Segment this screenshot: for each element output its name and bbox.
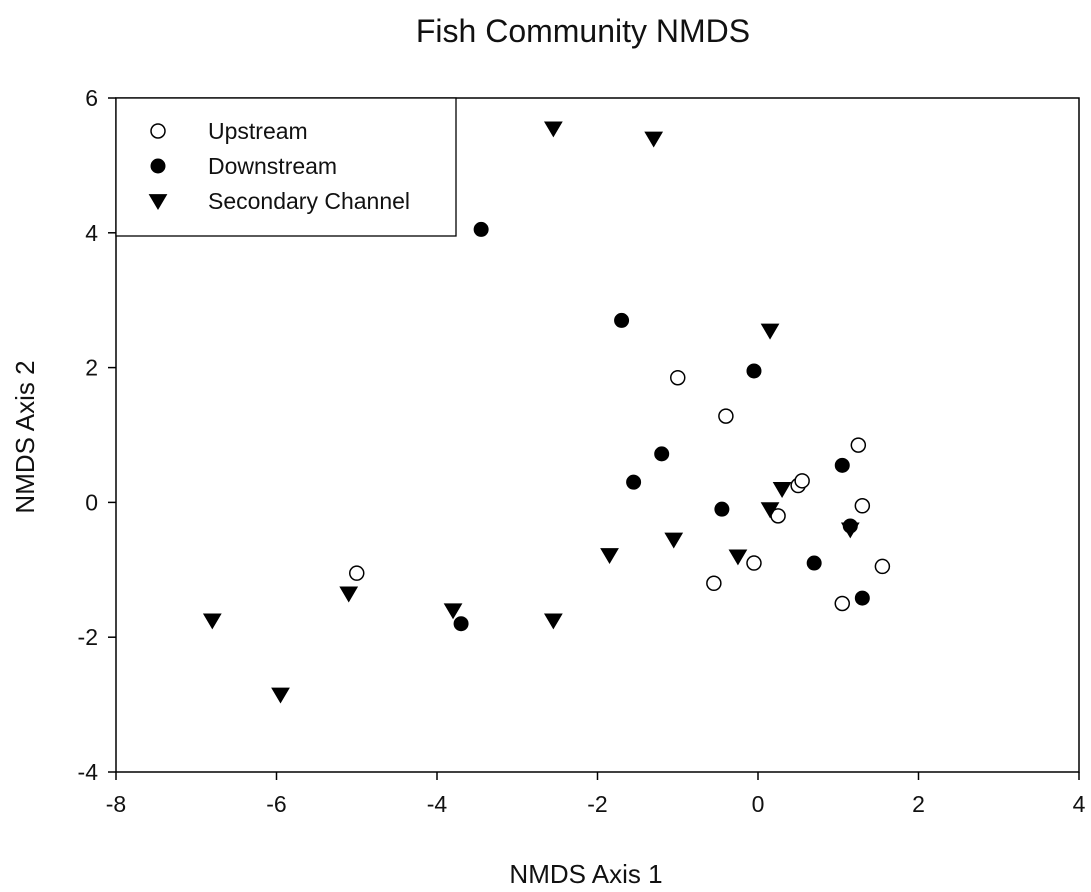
upstream-point [718,408,734,424]
upstream-point [854,498,871,514]
upstream-point [746,555,762,571]
downstream-point [473,221,489,237]
legend-marker-downstream [150,158,166,174]
secondary-channel-point [339,586,359,603]
secondary-channel-point [644,131,664,148]
x-tick-label: 0 [752,791,765,817]
upstream-point [349,565,365,581]
downstream-point [834,457,850,473]
x-tick-label: 2 [912,791,925,817]
secondary-channel-point [202,613,222,630]
secondary-channel-point [664,532,684,549]
secondary-channel-point [543,613,563,630]
y-tick-label: 0 [85,489,98,515]
legend-label-downstream: Downstream [208,153,337,179]
downstream-point [854,590,870,606]
secondary-channel-point [443,603,463,620]
downstream-point [714,501,730,517]
secondary-channel-point [772,482,792,498]
legend-marker-upstream [150,123,166,139]
downstream-point [654,446,670,462]
y-axis: -4 -2 0 2 4 6 [78,85,116,785]
downstream-point [626,474,642,490]
upstream-point [670,369,686,386]
legend-marker-secondary-channel [148,194,168,211]
chart-title: Fish Community NMDS [416,13,750,49]
downstream-point [453,616,469,632]
y-axis-label: NMDS Axis 2 [10,360,40,513]
secondary-channel-point [271,687,290,704]
secondary-channel-point [760,502,780,519]
downstream-point [806,555,822,571]
y-tick-label: 4 [85,220,98,246]
legend-label-secondary-channel: Secondary Channel [208,188,410,214]
secondary-channel-point [840,522,860,539]
upstream-point [706,575,722,592]
y-tick-label: -2 [78,624,98,650]
upstream-point [874,558,891,575]
y-tick-label: 6 [85,85,98,111]
secondary-channel-point [728,549,748,566]
x-axis-label: NMDS Axis 1 [509,859,662,889]
x-tick-label: -2 [587,791,607,817]
y-tick-label: 2 [85,355,98,381]
legend-box [115,97,457,237]
upstream-point [850,437,867,453]
data-points [202,121,891,704]
secondary-channel-point [760,323,780,340]
x-tick-label: 4 [1073,791,1086,817]
y-tick-label: -4 [78,759,99,785]
downstream-point [746,363,762,379]
x-tick-label: -8 [106,791,126,817]
x-tick-label: -4 [427,791,448,817]
legend: Upstream Downstream Secondary Channel [115,97,457,237]
secondary-channel-point [543,121,563,138]
x-axis: -8 -6 -4 -2 0 2 4 [106,772,1086,817]
secondary-channel-point [600,548,619,565]
downstream-point [614,312,630,328]
upstream-point [794,473,810,489]
legend-label-upstream: Upstream [208,118,308,144]
upstream-point [834,595,851,612]
x-tick-label: -6 [266,791,286,817]
